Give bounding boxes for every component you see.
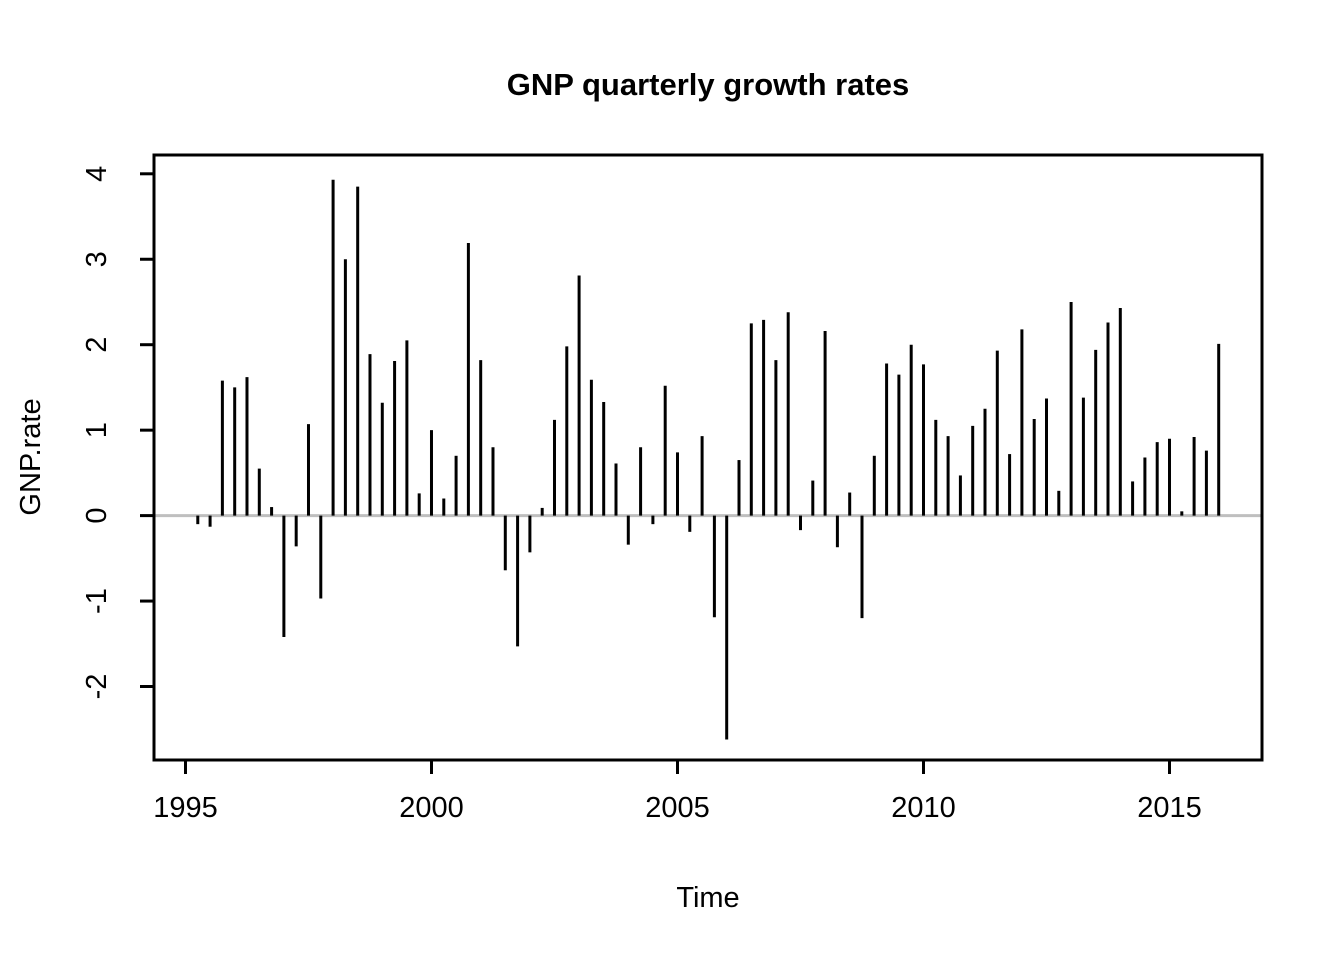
x-tick-label-2000: 2000	[399, 792, 464, 824]
chart-title: GNP quarterly growth rates	[507, 67, 910, 102]
y-tick-label-3: 3	[81, 251, 113, 267]
y-tick-label-1: 1	[81, 422, 113, 438]
plot-border-group	[152, 153, 1264, 762]
y-axis: -2 -1 0 1 2 3 4	[81, 166, 154, 700]
y-tick-label-0: 0	[81, 508, 113, 524]
y-tick-label--1: -1	[81, 588, 113, 614]
x-tick-label-2015: 2015	[1137, 792, 1202, 824]
y-tick-label-2: 2	[81, 337, 113, 353]
y-tick-label--2: -2	[81, 674, 113, 700]
x-tick-label-2005: 2005	[645, 792, 710, 824]
plot-border	[152, 153, 1264, 762]
x-axis-title: Time	[676, 882, 739, 914]
x-tick-label-2010: 2010	[891, 792, 956, 824]
y-tick-label-4: 4	[81, 166, 113, 182]
x-tick-label-1995: 1995	[153, 792, 218, 824]
x-axis: 1995 2000 2005 2010 2015	[153, 760, 1202, 824]
spike-series	[196, 179, 1221, 740]
y-axis-title: GNP.rate	[15, 398, 47, 515]
